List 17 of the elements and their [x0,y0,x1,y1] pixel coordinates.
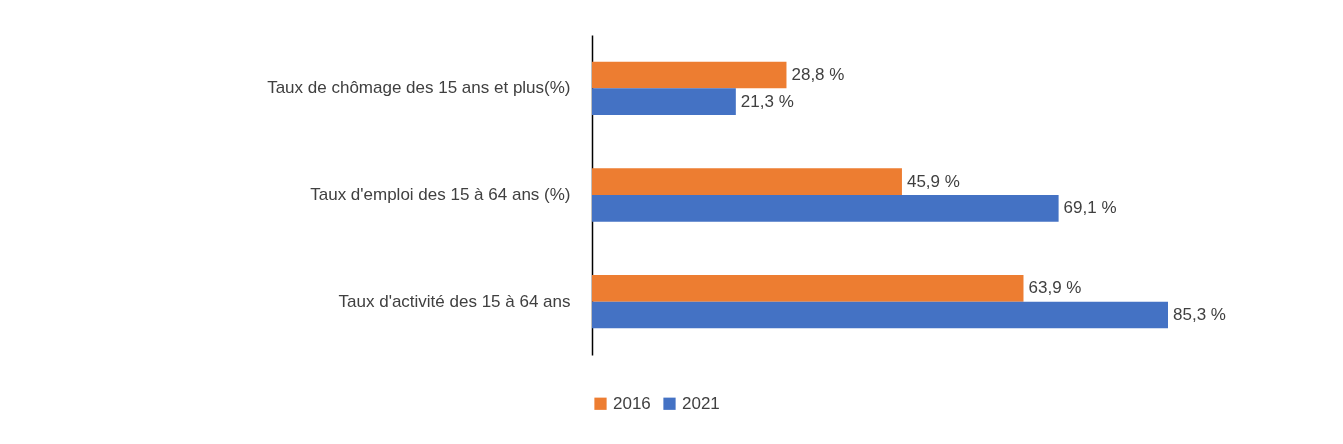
data-label: 63,9 % [1028,278,1082,298]
bar [592,301,1168,329]
data-label: 45,9 % [906,171,960,191]
data-label: 21,3 % [740,91,794,111]
data-label: 28,8 % [791,65,845,84]
y-tick-label: Taux de chômage des 15 ans et plus(%) [267,78,571,98]
data-label: 69,1 % [1063,198,1117,218]
data-label: 85,3 % [1173,305,1226,324]
y-tick-label: Taux d'emploi des 15 à 64 ans (%) [310,185,571,204]
y-tick-label: Taux d'activité des 15 à 64 ans [338,291,571,311]
bar [592,275,1024,302]
legend-label: 2016 [613,393,651,413]
bar [592,195,1059,222]
bar [592,88,736,115]
legend-label: 2021 [682,393,720,413]
bar [592,168,902,195]
bar [592,61,787,89]
